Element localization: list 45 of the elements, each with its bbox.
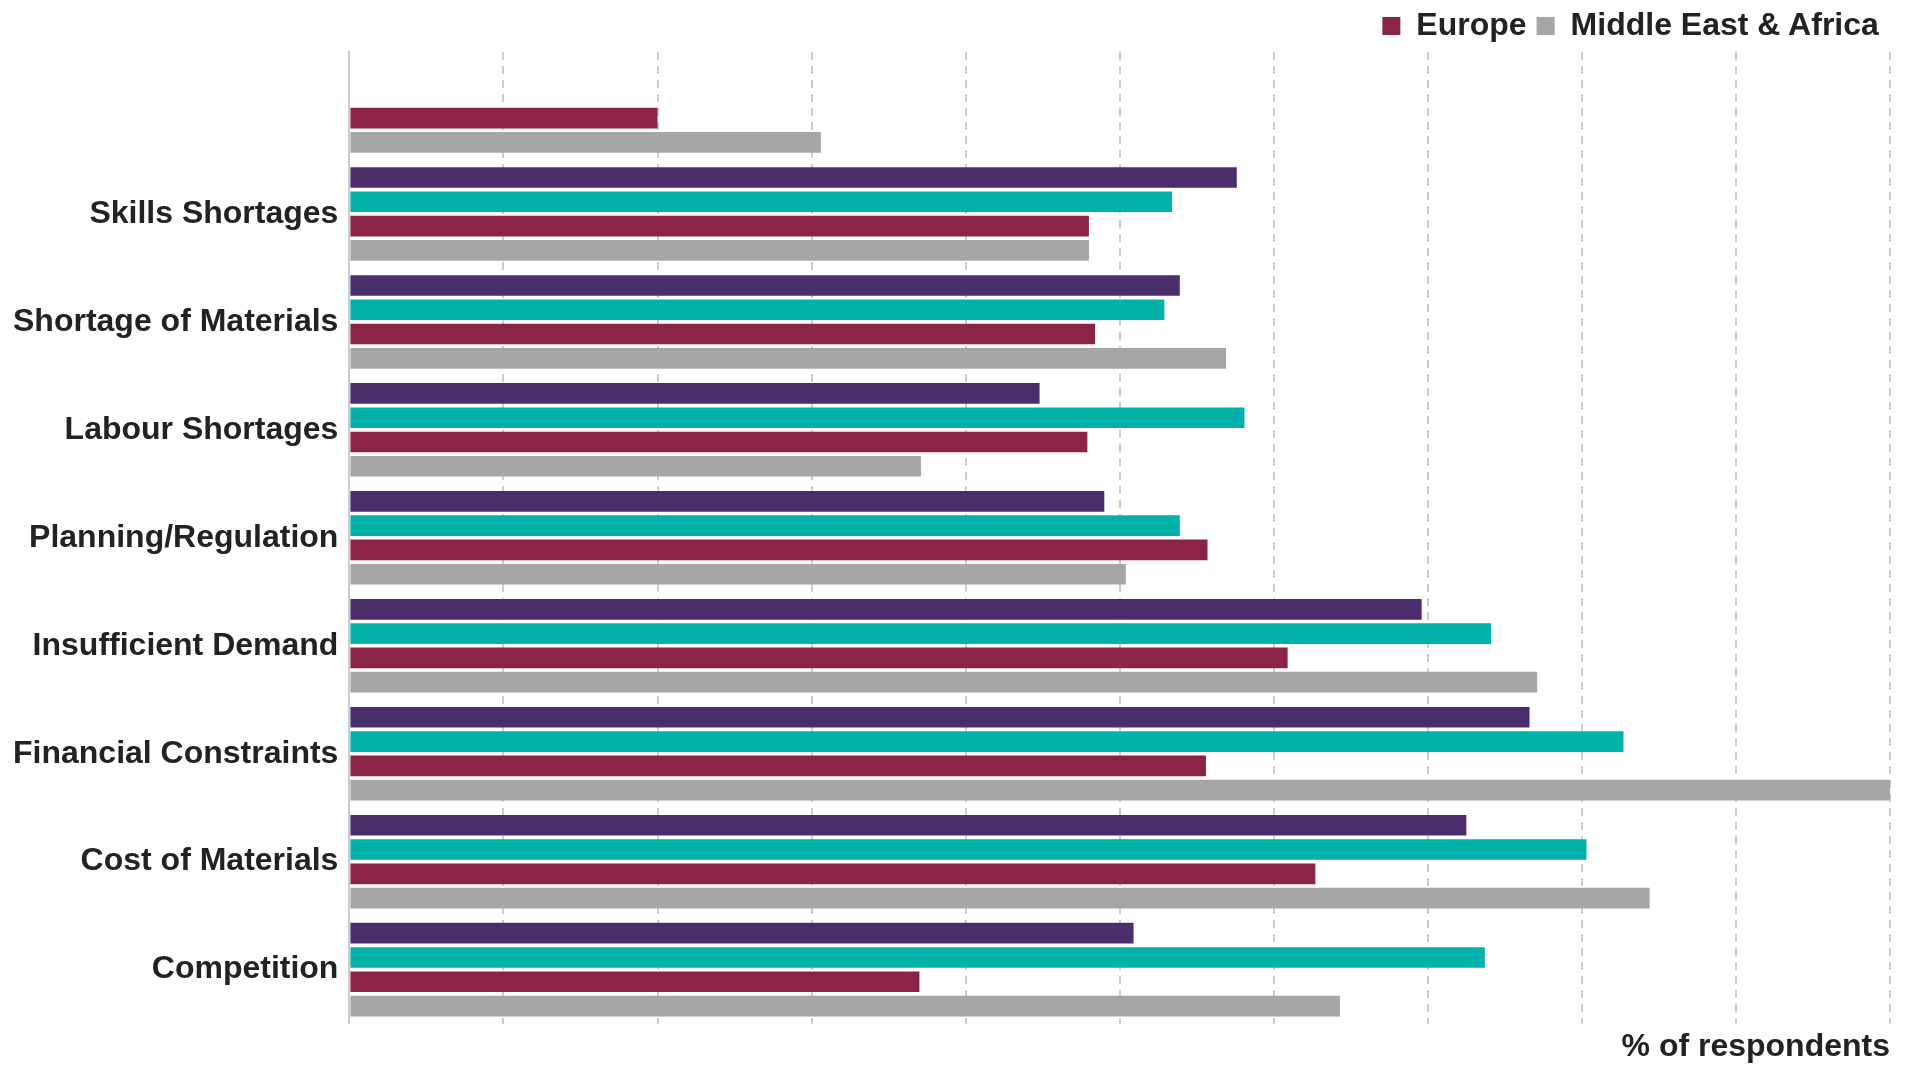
bar [350, 299, 1165, 321]
bar [350, 107, 658, 129]
x-axis-title: % of respondents [1621, 1026, 1890, 1063]
bar [350, 814, 1467, 836]
bar [350, 947, 1485, 968]
bar [350, 348, 1226, 369]
bar [350, 671, 1538, 693]
y-tick-label: Skills Shortages [89, 193, 339, 230]
y-tick-label: Cost of Materials [80, 841, 339, 878]
bar [350, 623, 1491, 644]
bar [350, 839, 1587, 860]
bar [350, 995, 1341, 1017]
bar [350, 275, 1180, 296]
legend-label: Middle East & Africa [1570, 5, 1880, 42]
y-tick-label: Shortage of Materials [13, 301, 339, 338]
y-tick-label: Competition [151, 949, 339, 986]
bar [350, 491, 1105, 512]
bar [350, 706, 1530, 728]
bar [350, 515, 1180, 536]
bar [350, 383, 1040, 404]
bar [350, 132, 821, 153]
bar [350, 863, 1316, 885]
bar [350, 971, 920, 993]
bar [350, 323, 1096, 345]
legend-label: Europe [1416, 5, 1527, 42]
bar [350, 240, 1089, 261]
bar [350, 731, 1624, 752]
bar [350, 779, 1890, 801]
bar [350, 539, 1208, 561]
bar [350, 887, 1650, 909]
y-tick-label: Labour Shortages [64, 409, 339, 446]
bar [350, 191, 1173, 213]
y-tick-label: Planning/Regulation [29, 517, 339, 554]
bar [350, 647, 1288, 669]
bar [350, 455, 921, 477]
bar [350, 755, 1206, 777]
bar [350, 922, 1134, 944]
bar [350, 407, 1245, 429]
bar [350, 215, 1089, 237]
bar [350, 167, 1237, 188]
y-tick-label: Financial Constraints [13, 733, 339, 770]
bar [350, 599, 1422, 620]
bar [350, 431, 1088, 453]
y-tick-label: Insufficient Demand [32, 625, 339, 662]
bar [350, 563, 1126, 585]
